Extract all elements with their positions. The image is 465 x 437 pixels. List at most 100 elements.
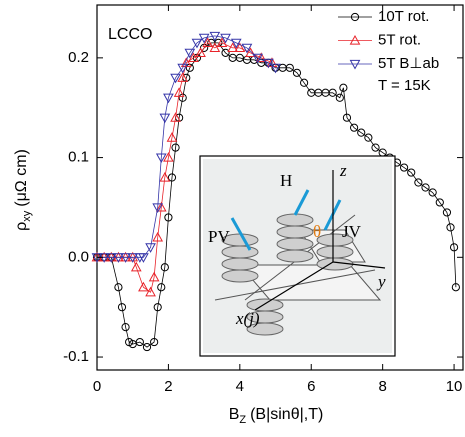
- marker: [152, 203, 164, 213]
- x-tick-label: 10: [446, 378, 463, 395]
- marker: [357, 128, 366, 137]
- marker: [191, 38, 203, 49]
- y-axis-label: ρxy (μΩ cm): [13, 149, 33, 231]
- marker: [163, 152, 174, 162]
- marker: [177, 72, 189, 82]
- x-tick-label: 2: [164, 378, 172, 395]
- marker: [241, 43, 253, 54]
- marker: [127, 253, 139, 263]
- marker: [177, 63, 189, 74]
- marker: [335, 93, 344, 102]
- y-label-main: ρ: [13, 222, 30, 231]
- x-tick-label: 6: [307, 378, 315, 395]
- marker: [428, 188, 437, 197]
- marker: [138, 253, 149, 263]
- marker: [152, 231, 164, 242]
- marker: [155, 153, 167, 164]
- inset-label: JV: [342, 222, 362, 241]
- marker: [234, 42, 246, 52]
- marker: [270, 63, 281, 74]
- x-axis-label: BZ (B|sinθ|,T): [229, 406, 324, 426]
- marker: [451, 283, 460, 292]
- marker: [300, 78, 309, 87]
- marker: [164, 213, 173, 222]
- plot-frame: [96, 4, 464, 371]
- marker: [435, 198, 444, 207]
- marker: [216, 37, 228, 47]
- marker: [285, 63, 294, 72]
- marker: [157, 283, 166, 292]
- marker: [209, 31, 221, 42]
- marker: [163, 93, 174, 104]
- marker: [339, 83, 348, 92]
- axes-arrows: [254, 170, 386, 311]
- y-tick-label: 0.2: [68, 49, 89, 66]
- annotation: LCCO: [108, 26, 152, 43]
- x-tick-label: 0: [93, 378, 101, 395]
- marker: [349, 123, 359, 132]
- legend-note: T = 15K: [378, 77, 431, 94]
- vortex-stacks: [221, 213, 354, 336]
- marker: [255, 52, 267, 62]
- marker: [142, 342, 152, 352]
- legend-label: 5T rot.: [378, 31, 421, 48]
- x-label-unit: (B|sinθ|,T): [250, 406, 323, 423]
- marker: [442, 208, 452, 217]
- marker: [117, 303, 127, 312]
- marker: [135, 337, 144, 347]
- marker: [145, 243, 156, 253]
- y-label-unit: (μΩ cm): [13, 149, 30, 207]
- legend-label: 10T rot.: [378, 8, 429, 25]
- marker: [350, 12, 360, 22]
- y-tick-label: 0.1: [68, 149, 89, 166]
- marker: [188, 52, 199, 62]
- marker: [171, 143, 180, 152]
- y-tick-label: -0.1: [63, 348, 89, 365]
- marker: [173, 87, 185, 97]
- marker: [155, 201, 167, 212]
- marker: [328, 88, 337, 97]
- y-label-sub: xy: [21, 210, 33, 222]
- marker: [120, 253, 131, 263]
- marker: [449, 243, 459, 252]
- marker: [245, 47, 256, 57]
- marker: [220, 33, 231, 44]
- inset-label: y: [376, 272, 386, 291]
- series-line: [97, 42, 457, 348]
- marker: [145, 286, 156, 297]
- marker: [160, 263, 169, 272]
- marker: [371, 143, 380, 152]
- marker: [148, 271, 160, 282]
- marker: [184, 48, 196, 59]
- inset-label: x(j): [235, 309, 260, 328]
- marker: [159, 113, 171, 124]
- marker: [105, 253, 117, 263]
- x-label-sub: Z: [239, 414, 246, 426]
- marker: [263, 58, 274, 69]
- marker: [167, 173, 177, 182]
- marker: [202, 37, 214, 47]
- marker: [130, 261, 142, 272]
- legend-label: 5T B⊥ab: [378, 55, 439, 72]
- marker: [166, 132, 178, 142]
- marker: [195, 47, 206, 57]
- marker: [230, 38, 242, 49]
- marker: [349, 59, 361, 70]
- marker: [221, 48, 230, 57]
- inset: z H PV θ JV y x(j): [199, 155, 396, 357]
- series-line: [97, 35, 276, 258]
- marker: [170, 112, 181, 122]
- marker: [150, 337, 159, 347]
- marker: [407, 168, 416, 177]
- marker: [292, 68, 302, 77]
- x-tick-label: 4: [236, 378, 244, 395]
- marker: [138, 281, 149, 292]
- x-label-main: B: [229, 406, 240, 423]
- y-tick-label: 0.0: [68, 248, 89, 265]
- marker: [399, 163, 409, 172]
- marker: [198, 33, 210, 44]
- marker: [414, 178, 423, 187]
- marker: [349, 34, 361, 45]
- marker: [446, 223, 455, 232]
- inset-label: PV: [208, 227, 230, 246]
